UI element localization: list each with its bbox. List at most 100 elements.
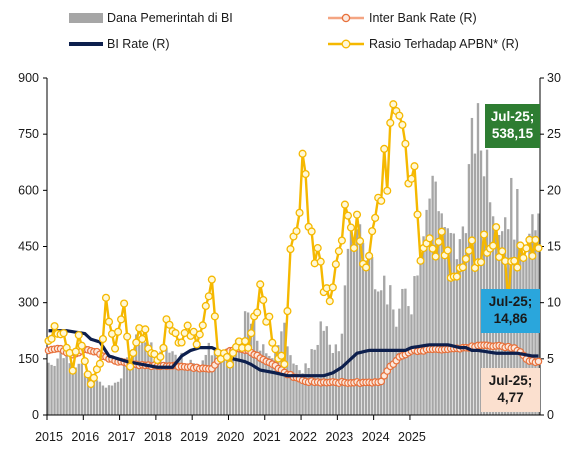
dana-bar (240, 342, 244, 415)
rasio-point (283, 307, 292, 316)
dana-bar (228, 359, 232, 415)
rasio-point (132, 338, 141, 347)
rasio-point (201, 301, 210, 311)
rasio-point (117, 315, 126, 324)
dana-bar (307, 367, 310, 415)
rasio-point (349, 243, 359, 253)
y-right-tick-label: 30 (547, 71, 561, 85)
dana-bar (407, 306, 410, 415)
rasio-point (346, 223, 356, 232)
callout-rasio-date: Jul-25; (488, 294, 533, 309)
rasio-point (467, 236, 476, 245)
dana-bar (119, 378, 123, 415)
dana-bar (295, 365, 298, 415)
dana-bar (101, 385, 105, 415)
dana-bar (116, 381, 120, 415)
rasio-point (528, 251, 537, 260)
dana-bar (274, 350, 277, 415)
dana-bar (325, 326, 328, 415)
rasio-point (195, 330, 204, 339)
y-left-tick-label: 900 (18, 71, 39, 85)
rasio-point (259, 295, 268, 305)
rasio-point (492, 223, 501, 232)
rasio-point (204, 292, 213, 301)
rasio-point (298, 149, 307, 158)
rasio-point (368, 227, 377, 236)
dana-bar (80, 363, 83, 415)
dana-bar (286, 346, 289, 415)
rasio-point (328, 283, 337, 292)
dana-bar (370, 257, 374, 415)
dana-bar (192, 363, 195, 415)
dana-bar (461, 226, 465, 415)
dana-bar (304, 363, 307, 415)
rasio-point (80, 357, 89, 366)
rasio-point (156, 352, 165, 361)
dana-bar (422, 236, 425, 415)
rasio-point (247, 329, 256, 338)
dana-bar (234, 339, 238, 415)
legend-rasio-label: Rasio Terhadap APBN* (R) (369, 37, 519, 51)
rasio-point (307, 227, 316, 236)
rasio-point (343, 211, 352, 220)
callout-dana-value: 538,15 (491, 126, 534, 141)
rasio-point (111, 344, 120, 353)
x-tick-label: 2018 (144, 430, 172, 444)
rasio-point (222, 352, 232, 362)
dana-bar (92, 375, 96, 415)
dana-bar (225, 348, 229, 415)
rasio-point (337, 236, 346, 245)
rasio-point (334, 247, 343, 256)
x-tick-label: 2023 (325, 430, 353, 444)
dana-bar (86, 372, 90, 415)
dana-bar (425, 209, 428, 415)
rasio-point (126, 362, 135, 371)
dana-bar (113, 382, 117, 415)
rasio-point (416, 256, 425, 265)
rasio-point (241, 337, 250, 346)
dana-bar (352, 249, 356, 415)
rasio-point (114, 327, 123, 336)
rasio-point (522, 244, 531, 253)
dana-bar (452, 233, 455, 415)
dana-bar (301, 373, 304, 415)
dana-bar (262, 344, 265, 415)
rasio-point (95, 359, 104, 368)
dana-bar (525, 258, 528, 415)
rasio-point (443, 246, 452, 255)
legend-rasio-marker (341, 39, 351, 49)
dana-bar (110, 385, 114, 415)
rasio-point (165, 320, 174, 329)
x-tick-label: 2017 (108, 430, 136, 444)
dana-bar (77, 363, 80, 415)
legend-dana-swatch (69, 13, 103, 23)
rasio-point (159, 343, 168, 352)
dana-bar (367, 258, 371, 415)
dana-bar (437, 211, 440, 415)
rasio-point (425, 234, 434, 243)
rasio-point (50, 322, 59, 331)
dana-bar (201, 360, 204, 415)
rasio-point (340, 200, 349, 209)
rasio-point (77, 341, 86, 350)
dana-bar (65, 350, 68, 415)
rasio-point (331, 260, 340, 269)
rasio-point (476, 258, 486, 267)
x-tick-label: 2015 (35, 430, 63, 444)
rasio-point (83, 370, 92, 379)
rasio-point (253, 308, 262, 317)
dana-bar (256, 340, 259, 415)
dana-bar (104, 387, 108, 415)
rasio-point (123, 332, 132, 341)
dana-bar (222, 349, 226, 415)
dana-bar (355, 229, 359, 415)
rasio-point (207, 275, 216, 284)
y-left-tick-label: 600 (18, 183, 39, 197)
rasio-point (295, 208, 304, 217)
rasio-point (377, 196, 386, 205)
dana-bar (122, 361, 126, 415)
dana-bar (168, 352, 171, 415)
rasio-point (407, 174, 416, 183)
rasio-point (198, 321, 207, 330)
rasio-point (89, 373, 98, 382)
